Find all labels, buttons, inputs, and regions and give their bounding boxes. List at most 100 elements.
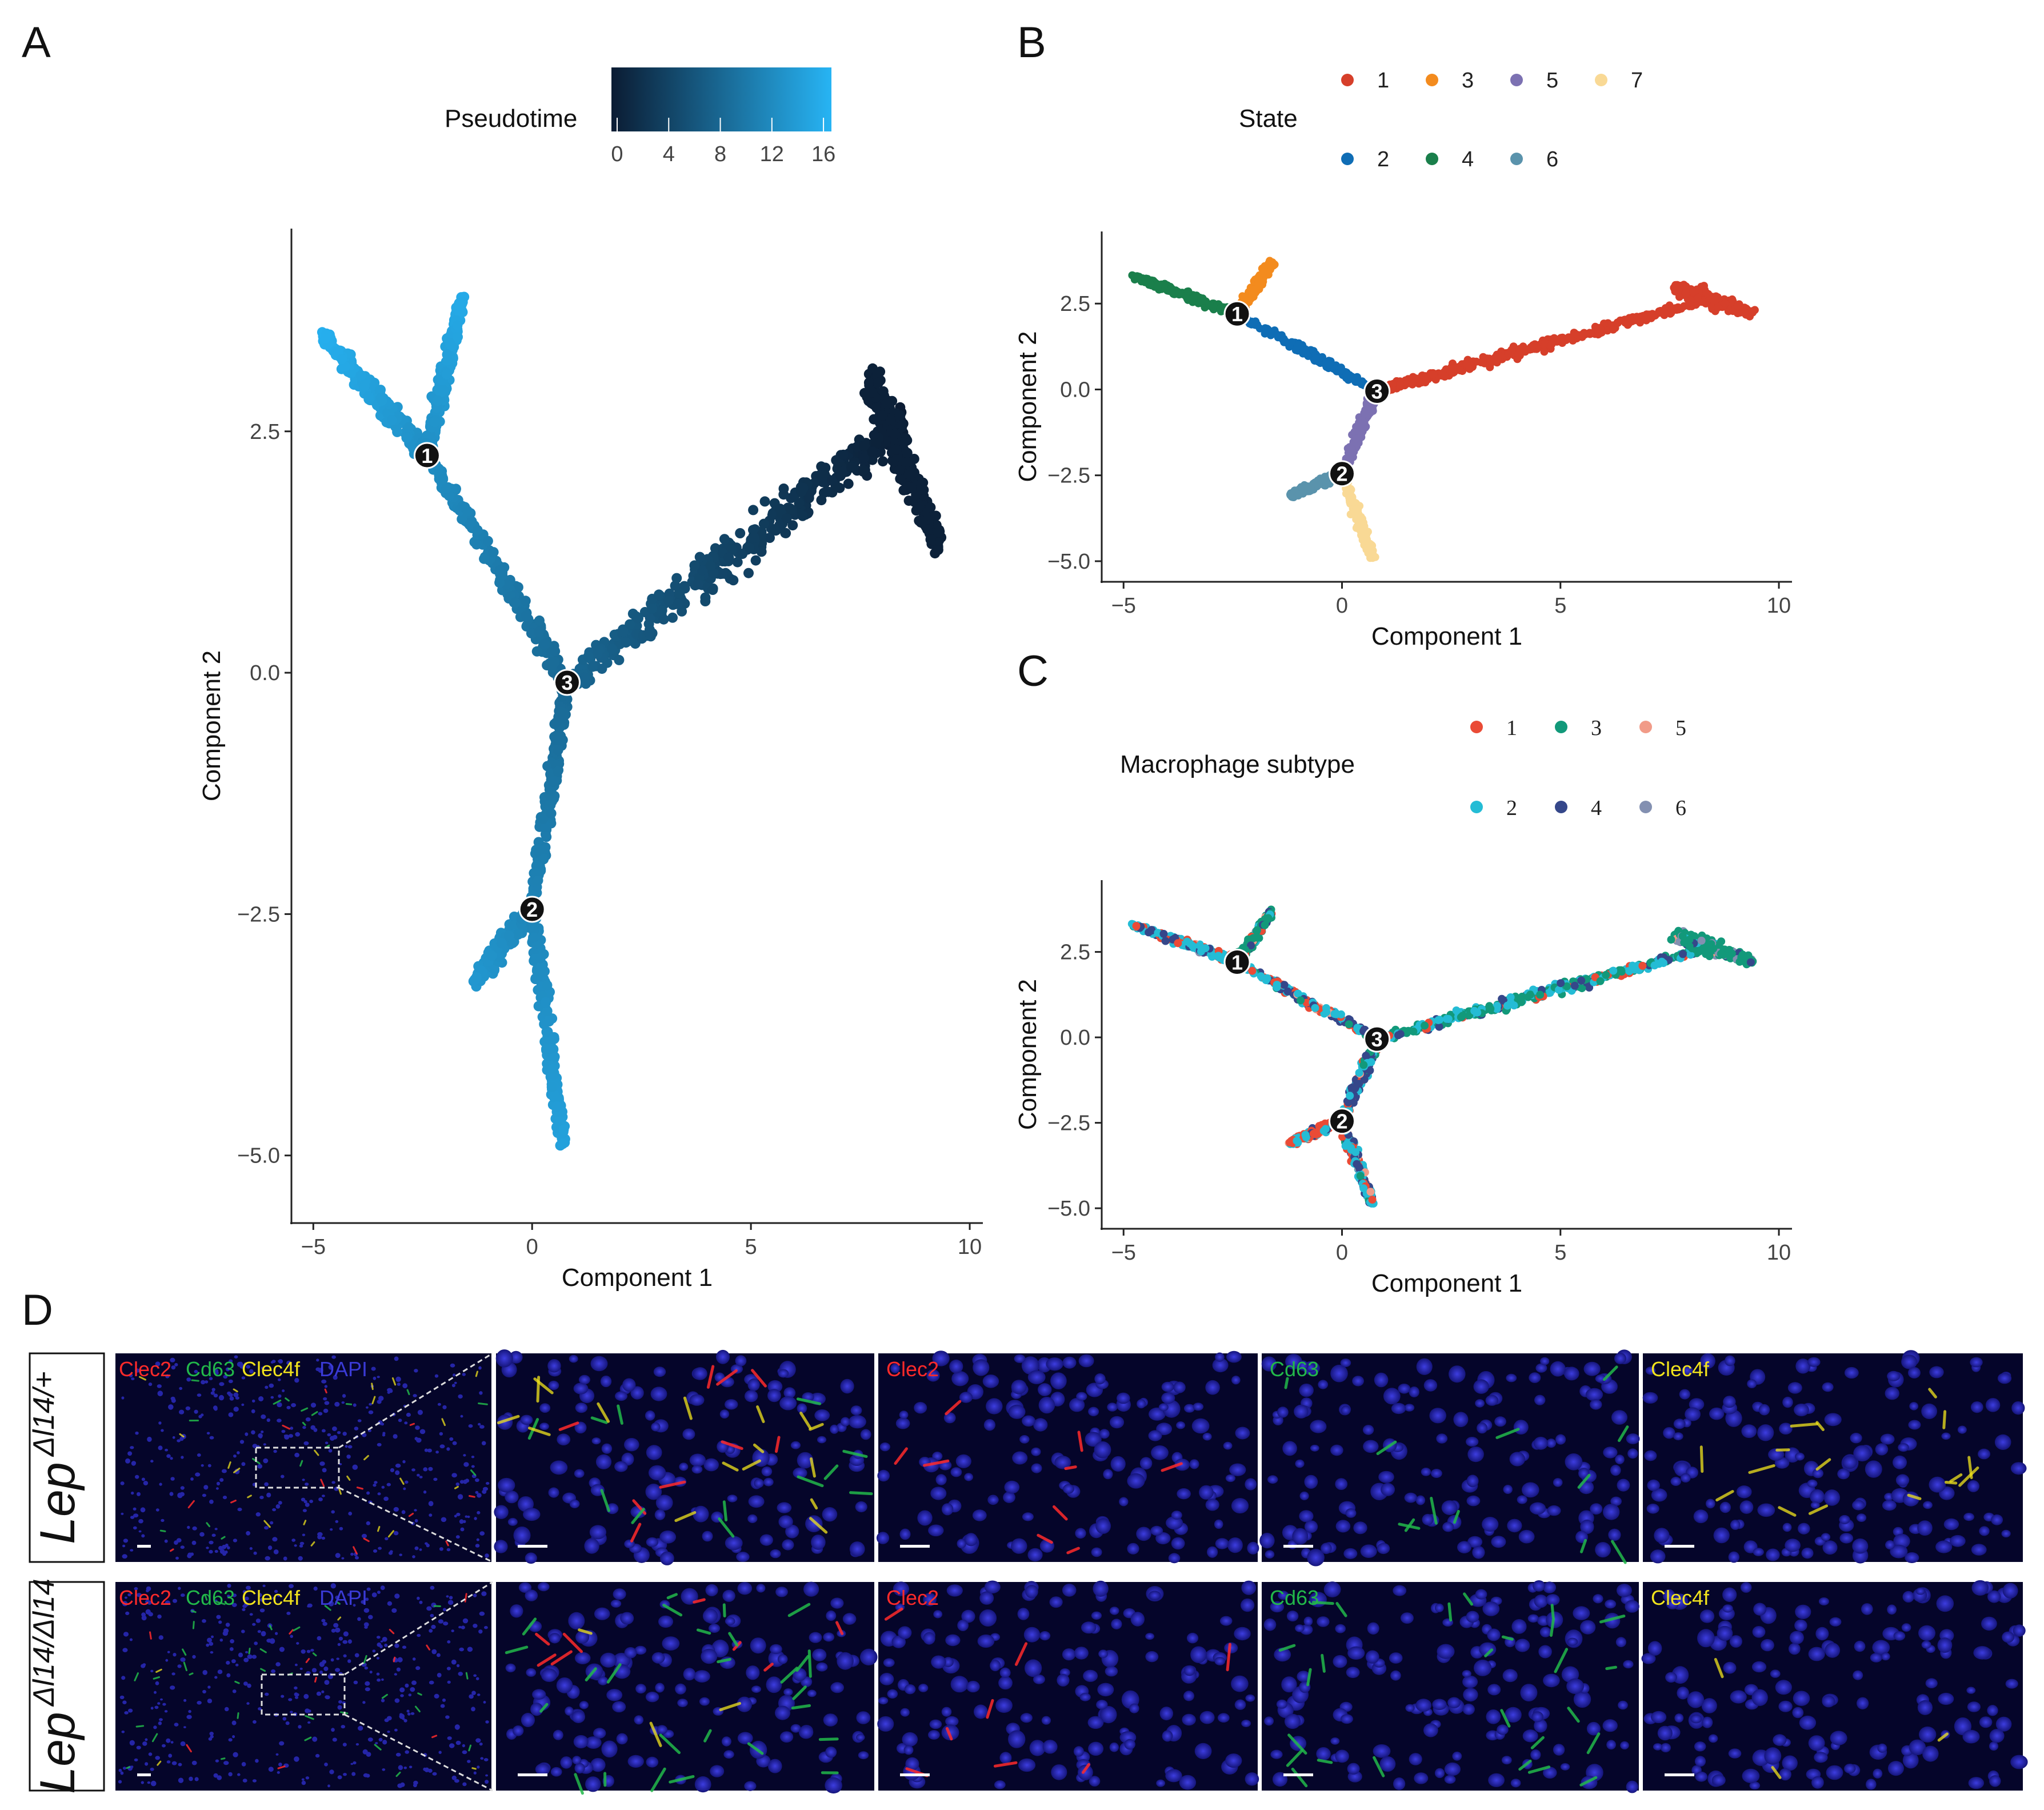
cell-point: [903, 469, 914, 480]
cell-point: [869, 430, 879, 441]
cell-point: [781, 513, 792, 524]
cell-point: [534, 968, 545, 978]
cell-point-state-1: [1579, 330, 1588, 339]
subtype-legend-swatch: [1555, 801, 1567, 813]
cell-point-subtype: [1253, 926, 1261, 934]
cell-point: [925, 534, 936, 545]
cell-point: [438, 474, 449, 485]
cell-point-state-4: [1183, 294, 1191, 303]
cell-point-state-2: [1282, 337, 1290, 346]
cell-point: [769, 524, 780, 535]
cell-point: [544, 1015, 555, 1026]
cell-point: [894, 410, 905, 421]
cell-point: [528, 932, 538, 943]
cell-point: [894, 465, 905, 476]
cell-point: [386, 415, 397, 426]
x-tick-label: 5: [1554, 594, 1566, 618]
y-tick-label: 2.5: [250, 420, 280, 444]
cell-point-subtype: [1557, 979, 1565, 988]
panel-label-b: B: [1017, 18, 1046, 67]
cell-point: [700, 592, 711, 603]
cell-point-state-1: [1596, 325, 1605, 333]
cell-point: [778, 484, 789, 494]
cell-point: [446, 341, 457, 351]
cell-point: [337, 354, 347, 365]
cell-point: [867, 446, 878, 457]
cell-point-subtype: [1396, 1030, 1405, 1038]
y-tick-label: 0.0: [1060, 1026, 1090, 1050]
cell-point-subtype: [1344, 1098, 1353, 1106]
cell-point-state-6: [1307, 484, 1315, 492]
cell-point-subtype: [1536, 990, 1545, 999]
cell-point: [549, 1052, 560, 1062]
cell-point-subtype: [1319, 1126, 1328, 1135]
cell-point-state-1: [1621, 315, 1629, 324]
state-legend-title: State: [1239, 105, 1298, 133]
cell-point: [858, 453, 869, 464]
cell-point-subtype: [1332, 1010, 1341, 1018]
state-legend-swatch: [1426, 153, 1438, 165]
cell-point-subtype: [1355, 1069, 1363, 1077]
cell-point: [558, 1124, 569, 1135]
cell-point: [694, 552, 705, 562]
cell-point-state-7: [1354, 505, 1362, 514]
cell-point-state-1: [1515, 345, 1524, 353]
cell-point-subtype: [1201, 944, 1210, 952]
cell-point: [843, 478, 854, 489]
state-legend-label: 6: [1546, 147, 1558, 171]
x-tick-label: −5: [1111, 594, 1136, 618]
cell-point: [693, 579, 703, 590]
y-axis-title: Component 2: [198, 650, 226, 801]
cell-point: [902, 457, 913, 468]
y-tick-label: 0.0: [1060, 378, 1090, 402]
cell-point: [748, 505, 759, 516]
cell-point: [846, 462, 857, 473]
cell-point-subtype: [1248, 966, 1257, 975]
cell-point-subtype: [1362, 1052, 1370, 1060]
cell-point: [667, 612, 678, 623]
cell-point: [579, 672, 590, 683]
colorbar-tick-label: 12: [760, 142, 784, 166]
cell-point: [355, 370, 366, 381]
cell-point: [583, 652, 594, 662]
state-legend-swatch: [1510, 153, 1523, 165]
cell-point: [538, 854, 549, 865]
cell-point-subtype: [1486, 1005, 1495, 1013]
cell-point: [547, 1064, 558, 1074]
cell-point-state-1: [1675, 293, 1683, 301]
cell-point: [863, 377, 874, 388]
cell-point-subtype: [1254, 933, 1262, 942]
cell-point: [750, 555, 761, 566]
cell-point: [546, 1043, 557, 1054]
cell-point-subtype: [1570, 981, 1579, 990]
cell-point-state-1: [1642, 310, 1651, 319]
cell-point-state-4: [1133, 272, 1141, 281]
cell-point-subtype: [1625, 967, 1634, 976]
cell-point: [433, 395, 443, 406]
y-tick-label: −2.5: [1047, 464, 1090, 488]
cell-point: [794, 498, 805, 509]
cell-point-state-5: [1367, 405, 1375, 413]
cell-point: [592, 648, 603, 659]
subtype-legend-title: Macrophage subtype: [1120, 750, 1355, 778]
pseudotime-colorbar: [611, 67, 831, 131]
cell-point-state-1: [1429, 370, 1438, 379]
cell-point-state-1: [1557, 334, 1565, 342]
x-tick-label: 0: [1336, 594, 1348, 618]
state-legend-label: 7: [1631, 69, 1643, 93]
cell-point: [877, 410, 888, 421]
branch-point-label: 1: [421, 444, 433, 468]
cell-point: [858, 465, 869, 476]
cell-point-state-5: [1359, 423, 1367, 432]
y-tick-label: −2.5: [1047, 1112, 1090, 1136]
cell-point-subtype: [1526, 990, 1535, 999]
cell-point: [728, 575, 739, 586]
cell-point: [881, 398, 892, 409]
x-tick-label: −5: [1111, 1241, 1136, 1265]
cell-point-state-1: [1670, 285, 1679, 293]
cell-point: [454, 300, 465, 311]
subtype-legend-label: 2: [1506, 796, 1517, 820]
cell-point: [546, 808, 557, 819]
cell-point-state-1: [1529, 341, 1538, 350]
